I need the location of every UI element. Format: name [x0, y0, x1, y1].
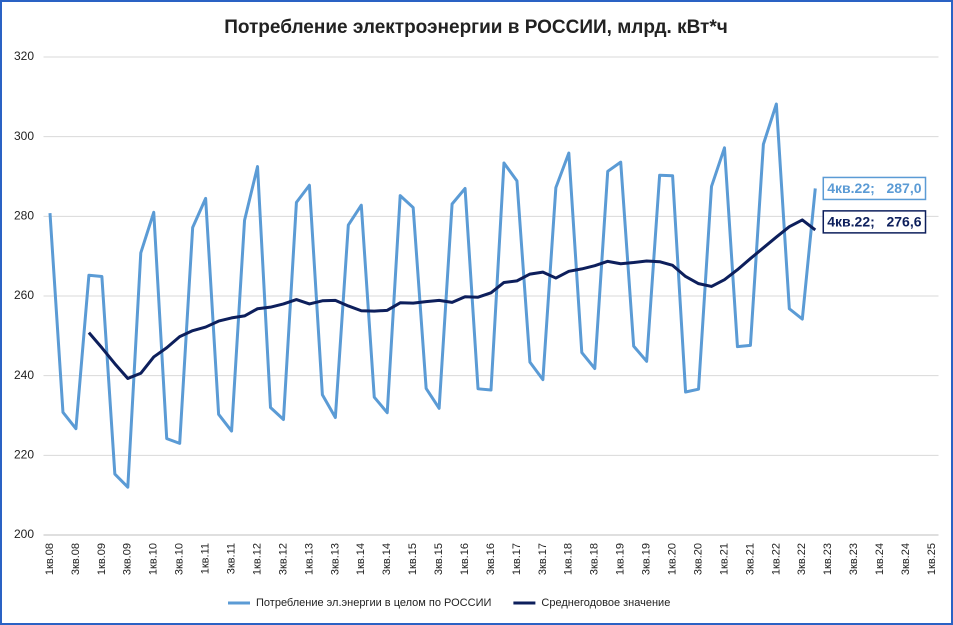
- x-tick-label: 1кв.14: [355, 543, 367, 575]
- y-tick-label: 220: [14, 448, 34, 462]
- x-tick-label: 3кв.10: [174, 543, 186, 575]
- y-tick-label: 200: [14, 527, 34, 541]
- x-tick-label: 1кв.22: [770, 543, 782, 575]
- x-tick-label: 3кв.13: [329, 543, 341, 575]
- x-tick-label: 3кв.14: [381, 543, 393, 575]
- x-tick-label: 3кв.23: [848, 543, 860, 575]
- x-tick-label: 1кв.18: [563, 543, 575, 575]
- x-tick-label: 1кв.16: [459, 543, 471, 575]
- x-tick-label: 1кв.25: [926, 543, 938, 575]
- x-tick-label: 3кв.24: [900, 543, 912, 575]
- x-tick-label: 3кв.08: [70, 543, 82, 575]
- series-line: [48, 102, 817, 489]
- annotation-text: 4кв.22; 276,6: [827, 214, 921, 230]
- x-tick-label: 3кв.12: [277, 543, 289, 575]
- x-tick-label: 3кв.20: [692, 543, 704, 575]
- annotation-text: 4кв.22; 287,0: [827, 180, 921, 196]
- x-tick-label: 3кв.19: [641, 543, 653, 575]
- x-tick-label: 3кв.09: [122, 543, 134, 575]
- x-tick-label: 1кв.21: [718, 543, 730, 575]
- annotation-box: [822, 176, 927, 201]
- series-line: [87, 218, 817, 380]
- x-tick-label: 1кв.08: [44, 543, 56, 575]
- x-tick-label: 1кв.13: [303, 543, 315, 575]
- x-tick-label: 1кв.11: [200, 543, 212, 574]
- x-tick-label: 3кв.21: [744, 543, 756, 575]
- chart-title: Потребление электроэнергии в РОССИИ, млр…: [224, 17, 728, 38]
- x-tick-label: 3кв.11: [225, 543, 237, 574]
- x-tick-label: 1кв.24: [874, 543, 886, 575]
- legend-label: Среднегодовое значение: [541, 597, 670, 609]
- y-tick-label: 260: [14, 288, 34, 302]
- y-tick-label: 320: [14, 49, 34, 63]
- x-tick-label: 1кв.23: [822, 543, 834, 575]
- x-tick-label: 3кв.18: [589, 543, 601, 575]
- x-tick-label: 3кв.16: [485, 543, 497, 575]
- x-tick-label: 1кв.15: [407, 543, 419, 575]
- x-tick-label: 3кв.22: [796, 543, 808, 575]
- x-tick-label: 1кв.20: [667, 543, 679, 575]
- x-tick-label: 1кв.12: [251, 543, 263, 575]
- annotation: 4кв.22; 276,6: [822, 210, 927, 234]
- y-tick-label: 240: [14, 368, 34, 382]
- y-tick-label: 300: [14, 129, 34, 143]
- annotation-box: [822, 210, 927, 234]
- x-tick-label: 1кв.10: [148, 543, 160, 575]
- annotation: 4кв.22; 287,0: [822, 176, 927, 201]
- x-tick-label: 1кв.09: [96, 543, 108, 575]
- legend-label: Потребление эл.энергии в целом по РОССИИ: [256, 597, 491, 609]
- x-tick-label: 1кв.17: [511, 543, 523, 575]
- x-tick-label: 3кв.17: [537, 543, 549, 575]
- y-tick-label: 280: [14, 209, 34, 223]
- x-tick-label: 1кв.19: [615, 543, 627, 575]
- x-tick-label: 3кв.15: [433, 543, 445, 575]
